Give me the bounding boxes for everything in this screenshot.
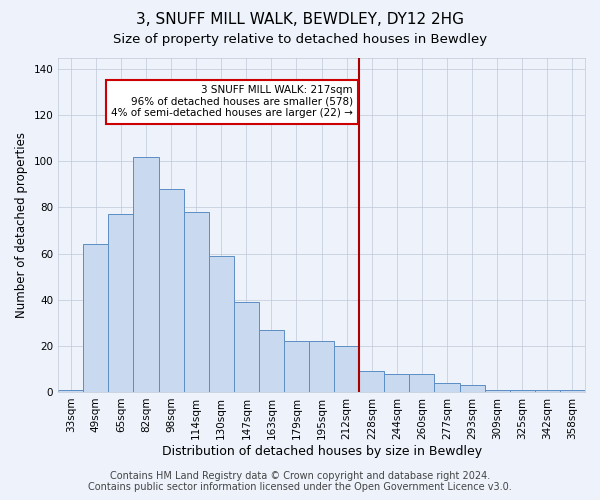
- Bar: [560, 390, 585, 392]
- X-axis label: Distribution of detached houses by size in Bewdley: Distribution of detached houses by size …: [161, 444, 482, 458]
- Bar: [510, 390, 535, 392]
- Bar: [460, 385, 485, 392]
- Bar: [535, 390, 560, 392]
- Bar: [109, 214, 133, 392]
- Bar: [309, 341, 334, 392]
- Text: Contains HM Land Registry data © Crown copyright and database right 2024.
Contai: Contains HM Land Registry data © Crown c…: [88, 471, 512, 492]
- Bar: [385, 374, 409, 392]
- Bar: [209, 256, 234, 392]
- Bar: [133, 156, 158, 392]
- Bar: [158, 189, 184, 392]
- Bar: [409, 374, 434, 392]
- Bar: [259, 330, 284, 392]
- Text: Size of property relative to detached houses in Bewdley: Size of property relative to detached ho…: [113, 32, 487, 46]
- Bar: [58, 390, 83, 392]
- Bar: [485, 390, 510, 392]
- Bar: [83, 244, 109, 392]
- Bar: [434, 382, 460, 392]
- Bar: [359, 371, 385, 392]
- Bar: [334, 346, 359, 392]
- Bar: [184, 212, 209, 392]
- Text: 3, SNUFF MILL WALK, BEWDLEY, DY12 2HG: 3, SNUFF MILL WALK, BEWDLEY, DY12 2HG: [136, 12, 464, 28]
- Bar: [284, 341, 309, 392]
- Bar: [234, 302, 259, 392]
- Y-axis label: Number of detached properties: Number of detached properties: [15, 132, 28, 318]
- Text: 3 SNUFF MILL WALK: 217sqm
96% of detached houses are smaller (578)
4% of semi-de: 3 SNUFF MILL WALK: 217sqm 96% of detache…: [111, 85, 353, 118]
